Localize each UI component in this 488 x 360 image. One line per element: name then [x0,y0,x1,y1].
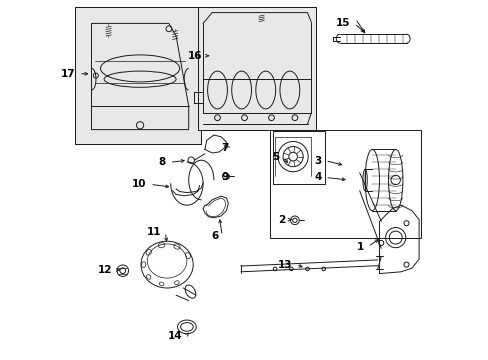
Text: 2: 2 [277,215,285,225]
Text: 12: 12 [98,265,112,275]
Text: 4: 4 [313,172,321,183]
Text: 5: 5 [272,152,279,162]
Text: 13: 13 [277,260,292,270]
Text: 16: 16 [187,51,202,61]
Bar [269,130,420,238]
Bar [75,7,201,144]
Bar [273,131,325,184]
Text: 8: 8 [159,157,166,167]
Bar [197,7,316,130]
Text: 3: 3 [314,156,321,166]
Text: 6: 6 [211,231,218,241]
Text: 17: 17 [61,69,75,79]
Text: 15: 15 [336,18,350,28]
Text: 14: 14 [167,330,182,341]
Text: 1: 1 [356,242,364,252]
Text: 7: 7 [221,143,228,153]
Bar [197,7,316,130]
Text: 9: 9 [221,172,228,182]
Text: 10: 10 [132,179,146,189]
Text: 11: 11 [147,227,162,237]
Bar [75,7,201,144]
